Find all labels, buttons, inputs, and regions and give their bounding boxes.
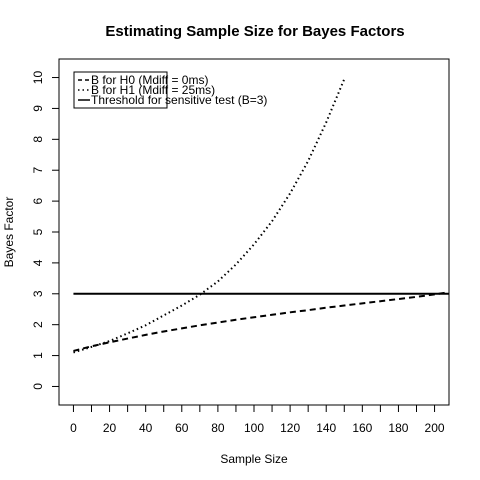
y-tick-label: 2 bbox=[31, 321, 45, 328]
y-tick-label: 9 bbox=[31, 105, 45, 112]
x-tick-label: 140 bbox=[316, 421, 336, 435]
x-tick-label: 200 bbox=[425, 421, 445, 435]
x-tick-label: 80 bbox=[211, 421, 225, 435]
y-tick-label: 0 bbox=[31, 383, 45, 390]
axes: 0 20 40 60 80 100 120 140 160 180 200 0 1 2 3 4 5 6 7 8 9 10 bbox=[31, 71, 445, 435]
x-tick-label: 180 bbox=[388, 421, 408, 435]
x-tick-label: 160 bbox=[352, 421, 372, 435]
y-tick-label: 8 bbox=[31, 136, 45, 143]
legend-box bbox=[73, 71, 168, 109]
legend: B for H0 (Mdiff = 0ms)B for H1 (Mdiff = … bbox=[73, 71, 267, 109]
x-tick-label: 20 bbox=[103, 421, 117, 435]
chart-title: Estimating Sample Size for Bayes Factors bbox=[105, 23, 404, 40]
x-tick-label: 40 bbox=[139, 421, 153, 435]
plot-frame bbox=[58, 58, 450, 406]
x-tick-label: 120 bbox=[280, 421, 300, 435]
y-axis-label: Bayes Factor bbox=[2, 197, 16, 268]
y-tick-label: 6 bbox=[31, 197, 45, 204]
legend-label: Threshold for sensitive test (B=3) bbox=[91, 93, 267, 107]
y-tick-label: 4 bbox=[31, 259, 45, 266]
y-tick-label: 3 bbox=[31, 290, 45, 297]
legend-label: B for H0 (Mdiff = 0ms) bbox=[91, 73, 208, 87]
y-tick-label: 1 bbox=[31, 352, 45, 359]
x-axis-label: Sample Size bbox=[220, 452, 288, 466]
legend-label: B for H1 (Mdiff = 25ms) bbox=[91, 83, 215, 97]
x-tick-label: 100 bbox=[244, 421, 264, 435]
series-layer bbox=[73, 78, 450, 354]
x-tick-label: 0 bbox=[70, 421, 77, 435]
y-tick-label: 7 bbox=[31, 167, 45, 174]
series-line-dashed bbox=[73, 291, 450, 352]
y-tick-label: 5 bbox=[31, 228, 45, 235]
x-tick-label: 60 bbox=[175, 421, 189, 435]
y-tick-label: 10 bbox=[31, 71, 45, 85]
